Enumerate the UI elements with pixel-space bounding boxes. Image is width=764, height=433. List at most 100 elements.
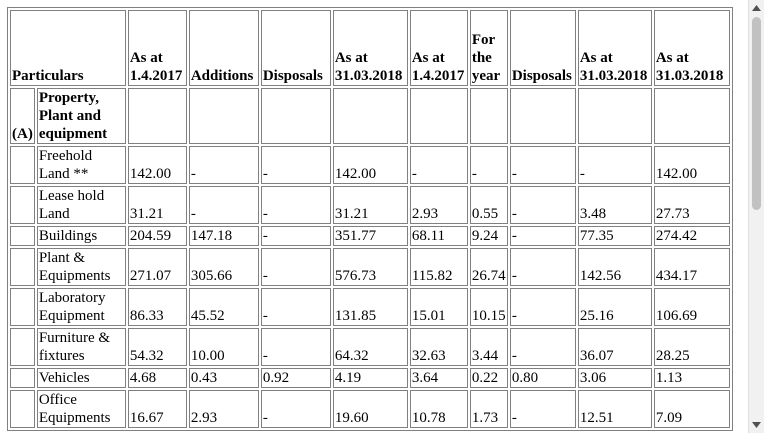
value-cell: 3.64 <box>409 368 468 388</box>
header-dep-opening: As at 1.4.2017 <box>409 10 468 86</box>
value-cell: 274.42 <box>653 226 730 246</box>
header-for: For <box>471 32 496 48</box>
value-cell: 19.60 <box>332 390 408 428</box>
value-cell: 68.11 <box>409 226 468 246</box>
value-cell: - <box>509 226 576 246</box>
section-marker: (A) <box>10 88 35 144</box>
value-cell: 576.73 <box>332 248 408 286</box>
row-particular: Plant & Equipments <box>36 248 126 286</box>
header-gross-opening: As at 1.4.2017 <box>127 10 187 86</box>
value-cell: 86.33 <box>127 288 187 326</box>
value-cell: 0.55 <box>469 186 508 224</box>
value-cell: 142.56 <box>577 248 652 286</box>
scrollbar-thumb[interactable] <box>752 17 761 210</box>
value-cell: - <box>509 288 576 326</box>
row-marker-cell <box>10 146 35 184</box>
value-cell: - <box>260 248 331 286</box>
value-cell: - <box>260 390 331 428</box>
value-cell: 204.59 <box>127 226 187 246</box>
value-cell: 434.17 <box>653 248 730 286</box>
value-cell: 10.15 <box>469 288 508 326</box>
value-cell: 10.78 <box>409 390 468 428</box>
empty-cell <box>409 88 468 144</box>
value-cell: 4.19 <box>332 368 408 388</box>
value-cell: 106.69 <box>653 288 730 326</box>
document-viewport: Particulars As at 1.4.2017 Additions Disp… <box>7 7 733 431</box>
header-date: 31.03.2018 <box>655 68 724 84</box>
value-cell: 0.22 <box>469 368 508 388</box>
row-marker-cell <box>10 368 35 388</box>
header-row: Particulars As at 1.4.2017 Additions Disp… <box>10 10 730 86</box>
value-cell: - <box>188 186 259 224</box>
value-cell: 32.63 <box>409 328 468 366</box>
value-cell: 2.93 <box>188 390 259 428</box>
value-cell: - <box>509 390 576 428</box>
triangle-up-icon <box>752 5 761 11</box>
value-cell: 10.00 <box>188 328 259 366</box>
header-date: 31.03.2018 <box>579 68 648 84</box>
header-year: year <box>471 68 501 84</box>
header-as-at: As at <box>579 50 613 66</box>
table-row: Buildings 204.59 147.18-351.77 68.11 9.24-77… <box>10 226 730 246</box>
header-as-at: As at <box>655 50 689 66</box>
table-row: Office Equipments 16.67 2.93-19.60 10.78 1.7… <box>10 390 730 428</box>
table-row: Lease hold Land 31.21- -31.21 2.93 0.55-3.48… <box>10 186 730 224</box>
row-particular: Laboratory Equipment <box>36 288 126 326</box>
value-cell: 77.35 <box>577 226 652 246</box>
header-additions: Additions <box>188 10 259 86</box>
table-row: Freehold Land ** 142.00- -142.00- - - -142.00 <box>10 146 730 184</box>
value-cell: 142.00 <box>653 146 730 184</box>
value-cell: - <box>188 146 259 184</box>
header-as-at: As at <box>334 50 368 66</box>
empty-cell <box>509 88 576 144</box>
value-cell: 54.32 <box>127 328 187 366</box>
row-particular: Freehold Land ** <box>36 146 126 184</box>
header-dep-disposals: Disposals <box>509 10 576 86</box>
value-cell: - <box>509 186 576 224</box>
fixed-assets-schedule-table: Particulars As at 1.4.2017 Additions Disp… <box>7 7 733 431</box>
header-as-at: As at <box>411 50 445 66</box>
vertical-scrollbar[interactable] <box>748 0 764 433</box>
table-row: Plant & Equipments 271.07 305.66-576.73 115… <box>10 248 730 286</box>
header-net-block: As at 31.03.2018 <box>653 10 730 86</box>
empty-cell <box>260 88 331 144</box>
value-cell: - <box>260 186 331 224</box>
value-cell: 142.00 <box>332 146 408 184</box>
header-date: 1.4.2017 <box>411 68 465 84</box>
value-cell: 3.06 <box>577 368 652 388</box>
value-cell: 115.82 <box>409 248 468 286</box>
row-particular: Buildings <box>36 226 126 246</box>
value-cell: 31.21 <box>332 186 408 224</box>
value-cell: 3.48 <box>577 186 652 224</box>
empty-cell <box>127 88 187 144</box>
value-cell: 27.73 <box>653 186 730 224</box>
value-cell: - <box>260 288 331 326</box>
header-disposals: Disposals <box>260 10 331 86</box>
header-date: 1.4.2017 <box>129 68 183 84</box>
value-cell: - <box>509 328 576 366</box>
row-marker-cell <box>10 248 35 286</box>
section-row: (A) Property, Plant and equipment <box>10 88 730 144</box>
value-cell: - <box>260 328 331 366</box>
value-cell: - <box>469 146 508 184</box>
triangle-down-icon <box>752 422 761 428</box>
value-cell: 131.85 <box>332 288 408 326</box>
value-cell: 28.25 <box>653 328 730 366</box>
empty-cell <box>332 88 408 144</box>
value-cell: 16.67 <box>127 390 187 428</box>
section-title: Property, Plant and equipment <box>36 88 126 144</box>
value-cell: - <box>509 146 576 184</box>
scroll-down-button[interactable] <box>749 417 764 433</box>
value-cell: 2.93 <box>409 186 468 224</box>
value-cell: 15.01 <box>409 288 468 326</box>
value-cell: 1.73 <box>469 390 508 428</box>
value-cell: 305.66 <box>188 248 259 286</box>
row-particular: Vehicles <box>36 368 126 388</box>
empty-cell <box>577 88 652 144</box>
value-cell: 351.77 <box>332 226 408 246</box>
row-marker-cell <box>10 186 35 224</box>
table-row: Furniture & fixtures 54.32 10.00-64.32 32.6… <box>10 328 730 366</box>
value-cell: 142.00 <box>127 146 187 184</box>
scroll-up-button[interactable] <box>749 0 764 16</box>
value-cell: - <box>577 146 652 184</box>
